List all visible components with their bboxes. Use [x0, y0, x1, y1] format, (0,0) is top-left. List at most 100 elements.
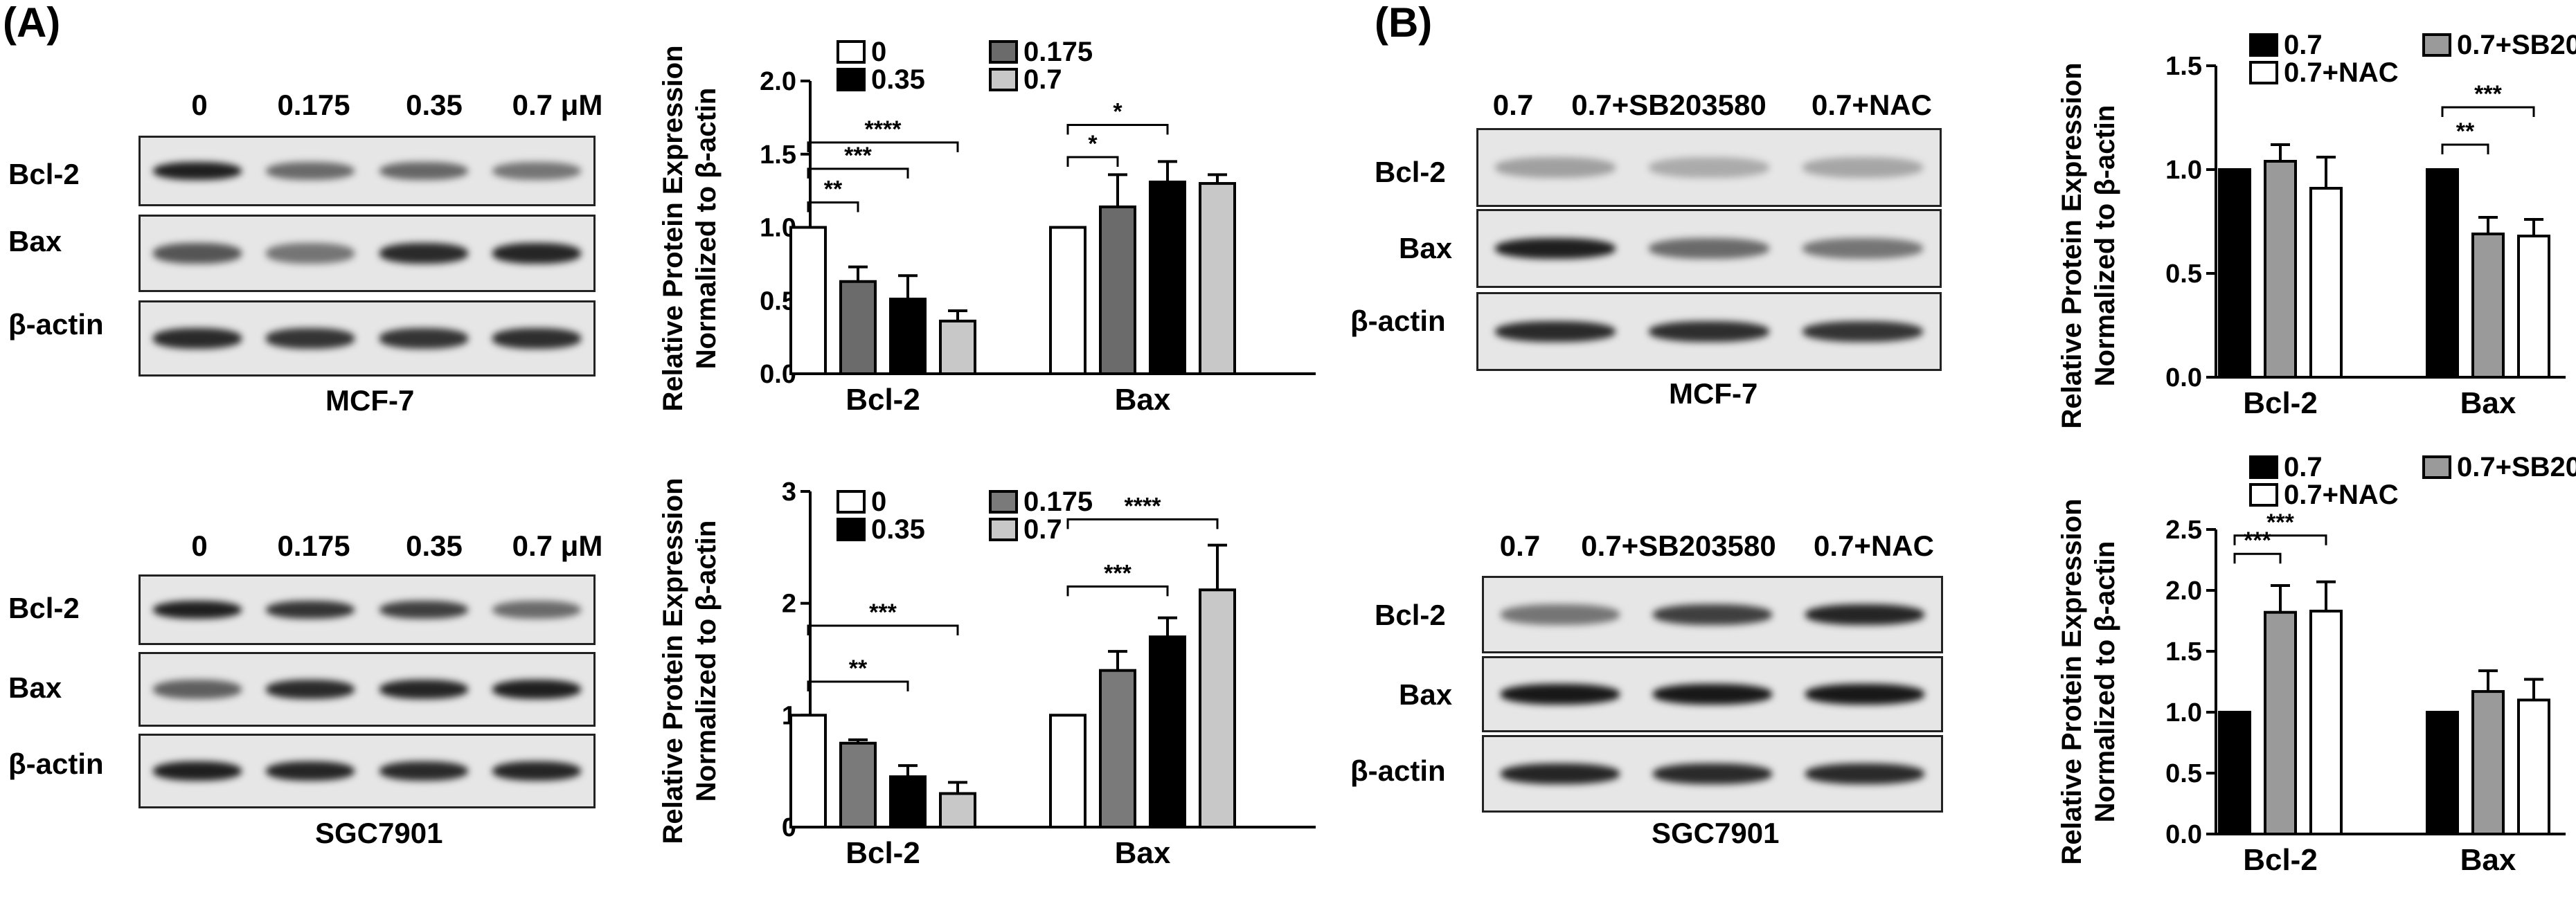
x-category-label: Bax: [2460, 386, 2516, 420]
significance-label: ***: [2244, 527, 2271, 554]
blot-strip-bax: [138, 215, 596, 292]
panel-label-b: (B): [1375, 0, 1433, 46]
legend-label: 0.7+SB203580: [2457, 452, 2576, 482]
bar: [2309, 609, 2343, 835]
bar: [1099, 669, 1136, 829]
blot-band: [152, 600, 242, 619]
significance-bracket: [2233, 534, 2327, 545]
blot-band: [1803, 237, 1923, 260]
x-category-label: Bax: [1115, 836, 1171, 870]
significance-bracket: [807, 141, 959, 152]
lane-label: 0.7: [1499, 529, 1541, 562]
y-tick-label: 1.5: [760, 141, 796, 170]
blot-band: [152, 243, 242, 264]
blot-band: [1803, 156, 1923, 179]
blot-band: [492, 679, 581, 700]
lane-label: 0.7+NAC: [1814, 529, 1934, 562]
lane-label: 0.35: [406, 529, 463, 562]
bar: [2471, 690, 2505, 836]
significance-label: ***: [1104, 560, 1132, 586]
row-label-bactin: β-actin: [1350, 305, 1446, 337]
legend-label: 0.35: [871, 64, 925, 95]
significance-bracket: [2441, 106, 2535, 117]
legend-label: 0.175: [1023, 37, 1093, 67]
legend-swatch: [2249, 61, 2278, 84]
blot-band: [266, 600, 355, 619]
y-tick-label: 2: [782, 590, 796, 619]
lane-label: 0: [191, 89, 208, 121]
legend-label: 0.7: [1023, 514, 1062, 545]
blot-band: [1805, 763, 1924, 784]
blot-strip-bcl2: [1482, 576, 1943, 653]
legend-label: 0: [871, 37, 886, 67]
bar: [839, 280, 877, 375]
significance-label: ***: [2474, 81, 2502, 107]
bar: [939, 792, 976, 828]
significance-bracket: [1066, 518, 1219, 529]
legend-label: 0.175: [1023, 487, 1093, 517]
blot-band: [1653, 684, 1772, 705]
bar: [889, 298, 927, 376]
blot-band: [152, 161, 242, 181]
blot-band: [1649, 237, 1769, 260]
blot-band: [1501, 604, 1620, 625]
legend-swatch: [837, 68, 866, 91]
legend-label: 0.35: [871, 514, 925, 545]
significance-label: ****: [865, 116, 902, 143]
bar: [2517, 698, 2550, 836]
blot-strip-bcl2: [1476, 128, 1942, 207]
legend-swatch: [989, 68, 1018, 91]
y-tick-label: 1.5: [2165, 637, 2202, 667]
blot-band: [379, 161, 468, 181]
bar: [1049, 226, 1086, 375]
bar: [2426, 711, 2459, 835]
legend-label: 0.7+NAC: [2284, 57, 2399, 88]
x-category-label: Bcl-2: [2243, 843, 2318, 877]
blot-band: [152, 761, 242, 781]
legend-swatch: [989, 490, 1018, 514]
blot-band: [152, 328, 242, 349]
legend-swatch: [837, 490, 866, 514]
blot-band: [379, 243, 468, 264]
significance-bracket: [807, 201, 859, 212]
panel-label-a: (A): [3, 0, 61, 46]
x-category-label: Bcl-2: [2243, 386, 2318, 420]
lane-label: 0.35: [406, 89, 463, 121]
significance-label: ***: [2266, 509, 2294, 536]
blot-band: [1495, 237, 1616, 260]
legend-swatch: [989, 40, 1018, 64]
blot-band: [1649, 156, 1769, 179]
bar: [889, 775, 927, 828]
significance-bracket: [2233, 552, 2282, 564]
blot-band: [1805, 684, 1924, 705]
blot-band: [266, 328, 355, 349]
legend-swatch: [2422, 33, 2451, 57]
blot-strip-bactin: [138, 734, 596, 808]
row-label-bcl2: Bcl-2: [1375, 156, 1446, 188]
significance-bracket: [807, 167, 909, 179]
blot-band: [379, 328, 468, 349]
row-label-bcl2: Bcl-2: [1375, 599, 1446, 631]
blot-strip-bcl2: [138, 136, 596, 206]
blot-band: [1653, 763, 1772, 784]
blot-band: [1653, 604, 1772, 625]
bar: [2218, 711, 2251, 835]
row-label-bax: Bax: [1399, 232, 1453, 264]
y-tick-label: 0.0: [2165, 820, 2202, 849]
significance-label: **: [849, 655, 868, 682]
y-tick-label: 3: [782, 478, 796, 507]
y-tick-label: 0.5: [2165, 260, 2202, 289]
row-label-bcl2: Bcl-2: [8, 158, 80, 190]
significance-label: ****: [1125, 493, 1162, 519]
significance-bracket: [1066, 585, 1169, 597]
significance-bracket: [807, 624, 959, 635]
blot-strip-bax: [1476, 209, 1942, 288]
legend-swatch: [837, 40, 866, 64]
significance-label: *: [1088, 131, 1098, 157]
blot-band: [492, 243, 581, 264]
y-axis-label: Relative Protein Expression: [2057, 62, 2087, 428]
x-category-label: Bcl-2: [846, 383, 920, 417]
y-tick-label: 1.0: [2165, 698, 2202, 727]
row-label-bactin: β-actin: [8, 748, 104, 780]
